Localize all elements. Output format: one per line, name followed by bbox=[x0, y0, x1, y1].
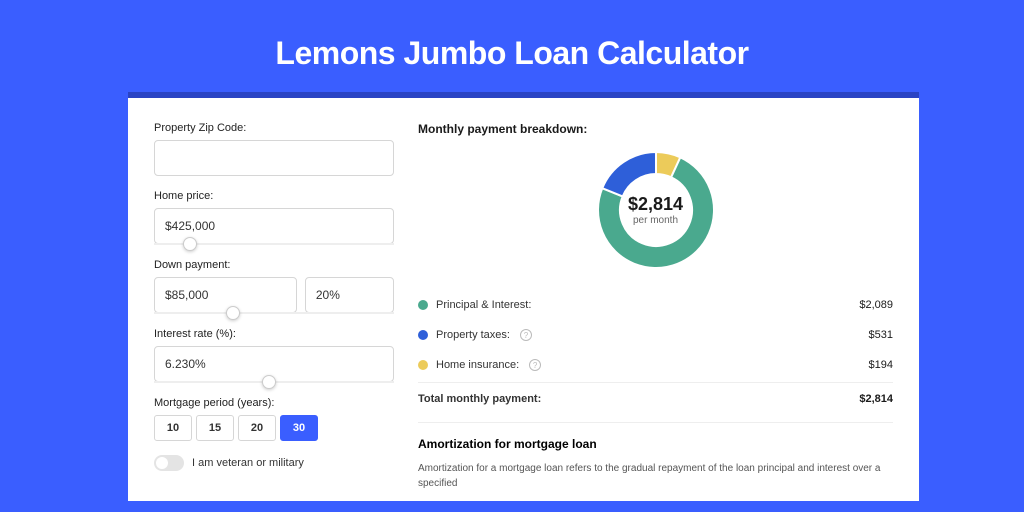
legend-value-pi: $2,089 bbox=[859, 299, 893, 311]
donut-amount: $2,814 bbox=[628, 194, 683, 215]
page-title: Lemons Jumbo Loan Calculator bbox=[0, 35, 1024, 72]
legend-value-taxes: $531 bbox=[869, 329, 893, 341]
interest-rate-slider[interactable] bbox=[154, 381, 394, 383]
home-price-slider[interactable] bbox=[154, 243, 394, 245]
legend-value-total: $2,814 bbox=[859, 393, 893, 405]
amortization-text: Amortization for a mortgage loan refers … bbox=[418, 461, 893, 491]
interest-rate-label: Interest rate (%): bbox=[154, 328, 394, 340]
legend-row-total: Total monthly payment: $2,814 bbox=[418, 382, 893, 414]
zip-label: Property Zip Code: bbox=[154, 122, 394, 134]
donut-sub: per month bbox=[628, 215, 683, 226]
zip-input[interactable] bbox=[154, 140, 394, 176]
donut-segment bbox=[602, 152, 656, 196]
zip-group: Property Zip Code: bbox=[154, 122, 394, 176]
calculator-panel: Property Zip Code: Home price: $425,000 … bbox=[128, 98, 919, 501]
info-icon[interactable]: ? bbox=[529, 359, 541, 371]
legend-row-taxes: Property taxes: ? $531 bbox=[418, 320, 893, 350]
amortization-title: Amortization for mortgage loan bbox=[418, 437, 893, 451]
period-options: 10 15 20 30 bbox=[154, 415, 394, 441]
veteran-label: I am veteran or military bbox=[192, 457, 304, 469]
legend-row-insurance: Home insurance: ? $194 bbox=[418, 350, 893, 380]
period-btn-15[interactable]: 15 bbox=[196, 415, 234, 441]
home-price-group: Home price: $425,000 bbox=[154, 190, 394, 245]
period-label: Mortgage period (years): bbox=[154, 397, 394, 409]
dot-icon bbox=[418, 360, 428, 370]
legend-label-pi: Principal & Interest: bbox=[436, 299, 531, 311]
down-payment-label: Down payment: bbox=[154, 259, 394, 271]
donut-chart: $2,814 per month bbox=[418, 150, 893, 270]
dot-icon bbox=[418, 330, 428, 340]
dot-icon bbox=[418, 300, 428, 310]
period-btn-10[interactable]: 10 bbox=[154, 415, 192, 441]
legend-row-pi: Principal & Interest: $2,089 bbox=[418, 290, 893, 320]
down-payment-group: Down payment: $85,000 20% bbox=[154, 259, 394, 314]
veteran-toggle[interactable] bbox=[154, 455, 184, 471]
legend-label-total: Total monthly payment: bbox=[418, 393, 541, 405]
legend-value-insurance: $194 bbox=[869, 359, 893, 371]
veteran-row: I am veteran or military bbox=[154, 455, 394, 471]
home-price-label: Home price: bbox=[154, 190, 394, 202]
info-icon[interactable]: ? bbox=[520, 329, 532, 341]
panel-shadow: Property Zip Code: Home price: $425,000 … bbox=[128, 92, 919, 501]
breakdown-title: Monthly payment breakdown: bbox=[418, 122, 893, 136]
legend-label-taxes: Property taxes: bbox=[436, 329, 510, 341]
legend-label-insurance: Home insurance: bbox=[436, 359, 519, 371]
donut-center: $2,814 per month bbox=[628, 194, 683, 226]
interest-rate-group: Interest rate (%): 6.230% bbox=[154, 328, 394, 383]
form-column: Property Zip Code: Home price: $425,000 … bbox=[154, 122, 394, 491]
down-payment-amount-input[interactable]: $85,000 bbox=[154, 277, 297, 313]
period-group: Mortgage period (years): 10 15 20 30 bbox=[154, 397, 394, 441]
down-payment-slider[interactable] bbox=[154, 312, 394, 314]
down-payment-percent-input[interactable]: 20% bbox=[305, 277, 394, 313]
period-btn-30[interactable]: 30 bbox=[280, 415, 318, 441]
breakdown-column: Monthly payment breakdown: $2,814 per mo… bbox=[418, 122, 893, 491]
amortization-section: Amortization for mortgage loan Amortizat… bbox=[418, 422, 893, 491]
period-btn-20[interactable]: 20 bbox=[238, 415, 276, 441]
